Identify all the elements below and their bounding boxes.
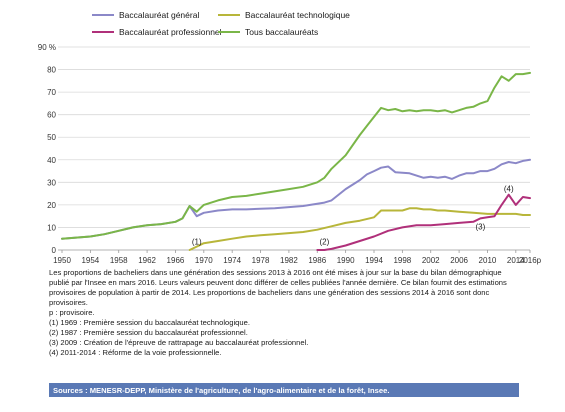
chart-area: 0 10 20 30 40 50 60 70 80 90 % 1950 1954 1958 1962 19… — [38, 11, 542, 265]
annotations: (1) (2) (3) (4) — [192, 184, 514, 246]
gridlines — [58, 46, 530, 251]
legend-item-technologique: Baccalauréat technologique — [218, 11, 350, 20]
legend-swatch-tous — [218, 31, 240, 34]
legend-item-professionnel: Baccalauréat professionnel — [92, 28, 222, 37]
x-tick-label-2006: 2006 — [450, 256, 468, 265]
x-tick-label-1990: 1990 — [337, 256, 355, 265]
y-tick-label-60: 60 — [47, 111, 56, 120]
legend-label-tous: Tous baccalauréats — [245, 27, 319, 37]
sources-bar: Sources : MENESR-DEPP, Ministère de l'ag… — [49, 383, 519, 397]
legend-swatch-technologique — [218, 14, 240, 17]
sources-text: Sources : MENESR-DEPP, Ministère de l'ag… — [53, 385, 390, 395]
x-tick-label-2016p: 2016p — [519, 256, 542, 265]
annotation-4: (4) — [504, 184, 514, 193]
x-tick-label-1998: 1998 — [393, 256, 411, 265]
x-tick-label-1970: 1970 — [195, 256, 213, 265]
x-tick-label-2010: 2010 — [479, 256, 497, 265]
y-tick-label-20: 20 — [47, 201, 56, 210]
legend-swatch-professionnel — [92, 31, 114, 34]
x-tick-label-1962: 1962 — [138, 256, 156, 265]
y-axis-ticks: 0 10 20 30 40 50 60 70 80 90 % — [38, 43, 57, 255]
y-tick-label-40: 40 — [47, 156, 56, 165]
series-line-tous-baccalaureats — [61, 71, 531, 240]
y-tick-label-90: 90 % — [38, 43, 56, 52]
x-tick-label-1974: 1974 — [223, 256, 241, 265]
y-tick-label-0: 0 — [52, 246, 57, 255]
x-tick-label-1954: 1954 — [81, 256, 99, 265]
y-tick-label-80: 80 — [47, 66, 56, 75]
notes-paragraph: Les proportions de bacheliers dans une g… — [49, 268, 507, 307]
y-tick-label-70: 70 — [47, 88, 56, 97]
note-3: (3) 2009 : Création de l'épreuve de ratt… — [49, 338, 309, 347]
annotation-3: (3) — [475, 223, 485, 232]
x-tick-label-1994: 1994 — [365, 256, 383, 265]
annotation-2: (2) — [319, 237, 329, 246]
series-line-baccalaureat-technologique — [188, 207, 531, 251]
x-tick-label-1958: 1958 — [110, 256, 128, 265]
series-lines — [61, 71, 531, 251]
x-tick-label-1966: 1966 — [167, 256, 185, 265]
chart-notes: Les proportions de bacheliers dans une g… — [49, 268, 519, 358]
annotation-1: (1) — [192, 237, 202, 246]
x-tick-label-1950: 1950 — [53, 256, 71, 265]
note-2: (2) 1987 : Première session du baccalaur… — [49, 328, 248, 337]
series-line-baccalaureat-professionnel — [316, 193, 531, 251]
x-tick-label-2002: 2002 — [422, 256, 440, 265]
legend-label-general: Baccalauréat général — [119, 10, 200, 20]
y-tick-label-50: 50 — [47, 133, 56, 142]
y-tick-label-10: 10 — [47, 223, 56, 232]
x-tick-label-2014: 2014 — [507, 256, 525, 265]
x-tick-label-1986: 1986 — [308, 256, 326, 265]
note-4: (4) 2011-2014 : Réforme de la voie profe… — [49, 348, 222, 357]
x-tick-label-1982: 1982 — [280, 256, 298, 265]
legend-label-professionnel: Baccalauréat professionnel — [119, 27, 222, 37]
legend-item-general: Baccalauréat général — [92, 11, 199, 20]
legend-label-technologique: Baccalauréat technologique — [245, 10, 350, 20]
x-axis-ticks: 1950 1954 1958 1962 1966 1970 1974 1978 1982 1986… — [53, 250, 542, 265]
legend: Baccalauréat général Baccalauréat techno… — [92, 11, 392, 45]
legend-item-tous: Tous baccalauréats — [218, 28, 318, 37]
legend-swatch-general — [92, 14, 114, 17]
notes-provisional: p : provisoire. — [49, 308, 95, 317]
y-tick-label-30: 30 — [47, 178, 56, 187]
note-1: (1) 1969 : Première session du baccalaur… — [49, 318, 250, 327]
x-tick-label-1978: 1978 — [252, 256, 270, 265]
